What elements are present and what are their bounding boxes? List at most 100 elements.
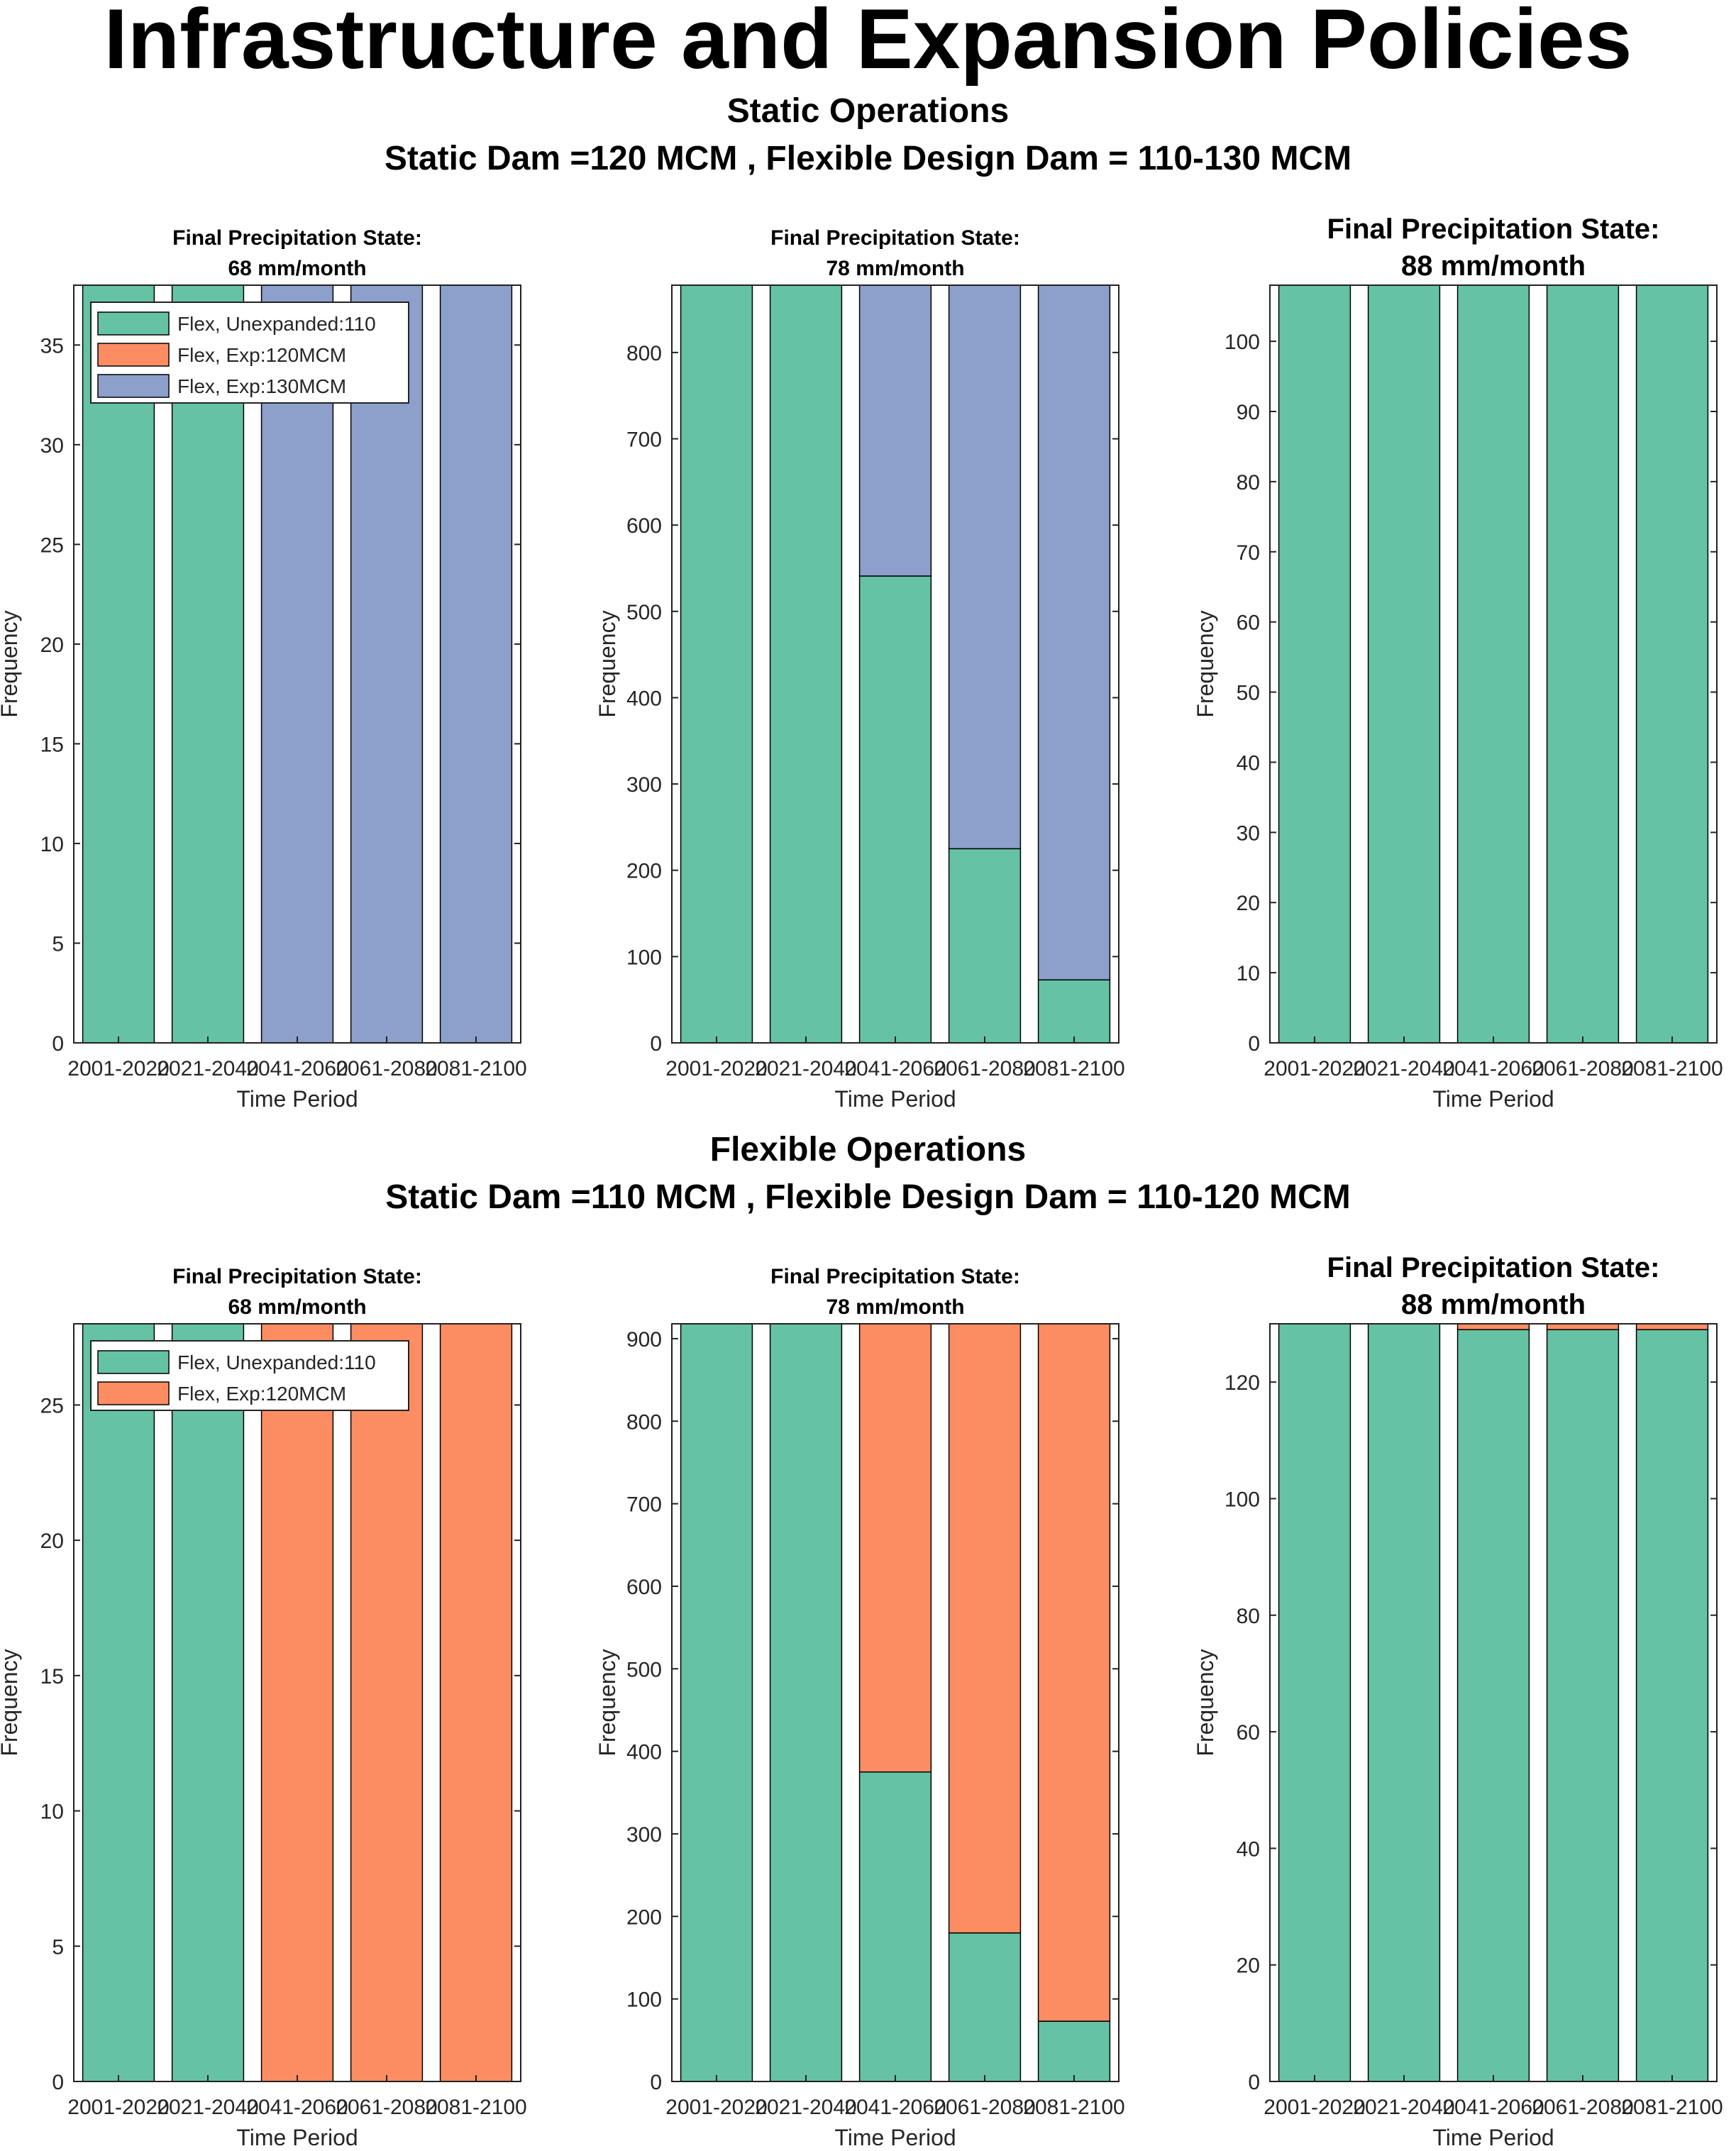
y-tick-label: 10 xyxy=(40,1801,64,1824)
x-tick-label: 2021-2040 xyxy=(1353,2096,1454,2119)
x-tick-label: 2081-2100 xyxy=(1621,1057,1723,1080)
y-tick-label: 30 xyxy=(1237,822,1260,845)
chart-panel-6: 0 20 40 60 80 100 120 2001-20202021-20402041-20… xyxy=(1193,1252,1723,2150)
bar-segment xyxy=(1367,1323,1441,2082)
x-tick-label: 2081-2100 xyxy=(1023,2096,1124,2119)
x-axis-label: Time Period xyxy=(1432,2125,1554,2150)
bar-segment xyxy=(171,284,245,1044)
y-tick-label: 600 xyxy=(626,514,662,538)
y-tick-label: 800 xyxy=(626,342,662,365)
legend-swatch xyxy=(97,1381,170,1405)
panel-title-line: 78 mm/month xyxy=(826,1295,964,1319)
bar-segment xyxy=(948,848,1022,1044)
x-tick-label: 2001-2020 xyxy=(665,2096,767,2119)
x-tick-label: 2021-2040 xyxy=(755,1057,856,1080)
panel-title-line: 68 mm/month xyxy=(228,1295,366,1319)
bar-segment xyxy=(350,1323,424,2082)
panel-title-line: Final Precipitation State: xyxy=(1327,214,1660,245)
x-tick-label: 2001-2020 xyxy=(67,2096,169,2119)
bar-segment xyxy=(439,1323,513,2082)
panel-title-line: 88 mm/month xyxy=(1401,250,1586,282)
bar-segment xyxy=(948,1323,1022,1934)
x-tick-label: 2061-2080 xyxy=(336,1057,437,1080)
y-tick-label: 35 xyxy=(40,334,64,358)
bar-segment xyxy=(260,284,334,1044)
y-axis-label: Frequency xyxy=(595,1649,620,1756)
y-tick-label: 70 xyxy=(1237,541,1260,565)
x-tick-label: 2001-2020 xyxy=(1264,1057,1365,1080)
y-tick-label: 500 xyxy=(626,601,662,624)
y-tick-label: 10 xyxy=(1237,962,1260,985)
x-tick-label: 2081-2100 xyxy=(425,1057,526,1080)
y-tick-label: 100 xyxy=(626,1989,662,2012)
y-tick-label: 20 xyxy=(1237,1954,1260,1978)
y-tick-label: 50 xyxy=(1237,682,1260,705)
bar-segment xyxy=(1635,1329,1709,2082)
y-axis-label: Frequency xyxy=(0,610,22,717)
legend-swatch xyxy=(97,343,170,367)
bar-segment xyxy=(350,284,424,1044)
bar-segment xyxy=(1635,1323,1709,1330)
panel-title-line: 78 mm/month xyxy=(826,257,964,280)
y-tick-label: 25 xyxy=(40,533,64,557)
x-tick-label: 2061-2080 xyxy=(934,2096,1035,2119)
y-tick-label: 0 xyxy=(52,2071,64,2094)
bar-segment xyxy=(769,284,843,1044)
bar-segment xyxy=(858,1323,932,1773)
y-tick-label: 20 xyxy=(1237,892,1260,915)
y-tick-label: 40 xyxy=(1237,751,1260,775)
x-tick-label: 2061-2080 xyxy=(1532,2096,1633,2119)
x-tick-label: 2081-2100 xyxy=(1023,1057,1124,1080)
bar-segment xyxy=(1456,1323,1530,1330)
x-tick-label: 2041-2060 xyxy=(844,1057,946,1080)
y-axis-label: Frequency xyxy=(0,1649,22,1756)
bar-segment xyxy=(1635,284,1709,1044)
bar-segment xyxy=(769,1323,843,2082)
y-tick-label: 0 xyxy=(52,1032,64,1056)
bar-segment xyxy=(680,284,753,1044)
y-tick-label: 400 xyxy=(626,687,662,710)
x-tick-label: 2021-2040 xyxy=(157,1057,258,1080)
section-subtitle-static: Static Dam =120 MCM , Flexible Design Da… xyxy=(384,140,1352,177)
x-axis-label: Time Period xyxy=(236,2125,358,2150)
y-tick-label: 100 xyxy=(1224,1488,1260,1511)
y-axis-label: Frequency xyxy=(1193,610,1218,717)
y-tick-label: 0 xyxy=(1248,1032,1260,1056)
x-tick-label: 2041-2060 xyxy=(246,1057,348,1080)
y-tick-label: 15 xyxy=(40,1665,64,1688)
y-tick-label: 60 xyxy=(1237,612,1260,635)
x-tick-label: 2061-2080 xyxy=(336,2096,437,2119)
x-tick-label: 2041-2060 xyxy=(246,2096,348,2119)
y-tick-label: 0 xyxy=(1248,2071,1260,2094)
bar-segment xyxy=(439,284,513,1044)
bar-segment xyxy=(1037,979,1111,1044)
x-tick-label: 2061-2080 xyxy=(1532,1057,1633,1080)
x-tick-label: 2021-2040 xyxy=(1353,1057,1454,1080)
bar-segment xyxy=(1037,284,1111,980)
y-tick-label: 700 xyxy=(626,1493,662,1517)
x-tick-label: 2041-2060 xyxy=(1442,2096,1544,2119)
bar-segment xyxy=(948,284,1022,850)
y-tick-label: 500 xyxy=(626,1658,662,1681)
x-tick-label: 2041-2060 xyxy=(1442,1057,1544,1080)
x-tick-label: 2001-2020 xyxy=(67,1057,169,1080)
y-tick-label: 5 xyxy=(52,1935,64,1959)
x-tick-label: 2021-2040 xyxy=(157,2096,258,2119)
x-tick-label: 2001-2020 xyxy=(665,1057,767,1080)
bar-segment xyxy=(858,284,932,577)
bar-segment xyxy=(1546,284,1620,1044)
chart-panel-2: 0 100 200 300 400 500 600 700 800 2001-20202021-2… xyxy=(595,226,1125,1112)
x-axis-label: Time Period xyxy=(834,1086,956,1112)
figure-title: Infrastructure and Expansion Policies xyxy=(104,0,1632,87)
bar-segment xyxy=(1037,1323,1111,2022)
y-tick-label: 60 xyxy=(1237,1721,1260,1744)
panel-title-line: 88 mm/month xyxy=(1401,1289,1586,1320)
x-tick-label: 2041-2060 xyxy=(844,2096,946,2119)
y-tick-label: 15 xyxy=(40,733,64,756)
bar-segment xyxy=(82,284,155,1044)
legend-entry: Flex, Exp:120MCM xyxy=(177,344,346,366)
x-tick-label: 2001-2020 xyxy=(1264,2096,1365,2119)
bar-segment xyxy=(1278,1323,1351,2082)
bar-segment xyxy=(1367,284,1441,1044)
